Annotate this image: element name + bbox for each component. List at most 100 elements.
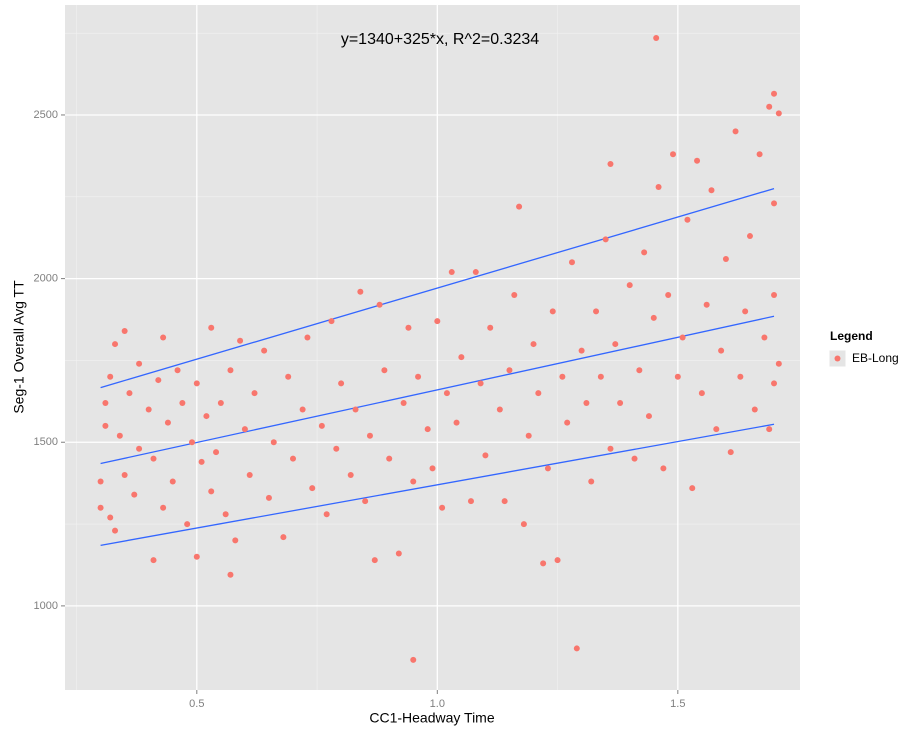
point — [121, 471, 128, 478]
y-tick-label: 1500 — [34, 436, 58, 448]
point — [285, 373, 292, 380]
point — [395, 550, 402, 557]
point — [213, 449, 220, 456]
point — [131, 491, 138, 498]
point — [160, 334, 167, 341]
point — [198, 458, 205, 465]
point — [544, 465, 551, 472]
point — [660, 465, 667, 472]
point — [766, 103, 773, 110]
point — [309, 485, 316, 492]
point — [756, 151, 763, 158]
point — [516, 203, 523, 210]
point — [549, 308, 556, 315]
point — [405, 324, 412, 331]
point — [568, 259, 575, 266]
point — [535, 390, 542, 397]
point — [179, 399, 186, 406]
point — [251, 390, 258, 397]
point — [612, 341, 619, 348]
point — [718, 347, 725, 354]
point — [684, 216, 691, 223]
point — [670, 151, 677, 158]
fit-line — [100, 315, 775, 465]
point — [169, 478, 176, 485]
point — [530, 341, 537, 348]
point — [458, 354, 465, 361]
point — [631, 455, 638, 462]
point — [487, 324, 494, 331]
point — [155, 377, 162, 384]
point — [193, 380, 200, 387]
point — [203, 413, 210, 420]
point — [626, 282, 633, 289]
point — [222, 511, 229, 518]
point — [357, 288, 364, 295]
point — [746, 233, 753, 240]
point — [482, 452, 489, 459]
point — [766, 426, 773, 433]
point — [347, 471, 354, 478]
point — [540, 560, 547, 567]
point — [415, 373, 422, 380]
point — [496, 406, 503, 413]
point — [771, 380, 778, 387]
y-tick-label: 2500 — [34, 109, 58, 121]
point — [381, 367, 388, 374]
point — [617, 399, 624, 406]
x-tick-label: 1.5 — [670, 698, 685, 710]
point — [150, 557, 157, 564]
fit-line — [100, 423, 775, 546]
point — [232, 537, 239, 544]
point — [150, 455, 157, 462]
point — [434, 318, 441, 325]
point — [665, 291, 672, 298]
point — [318, 422, 325, 429]
point — [520, 521, 527, 528]
x-tick-label: 1.0 — [430, 698, 445, 710]
x-axis-label: CC1-Headway Time — [369, 710, 494, 726]
point — [136, 360, 143, 367]
point — [751, 406, 758, 413]
legend-title: Legend — [830, 329, 873, 343]
point — [597, 373, 604, 380]
point — [511, 291, 518, 298]
point — [102, 399, 109, 406]
point — [290, 455, 297, 462]
point — [448, 269, 455, 276]
point — [477, 380, 484, 387]
point — [588, 478, 595, 485]
point — [453, 419, 460, 426]
point — [145, 406, 152, 413]
point — [722, 255, 729, 262]
point — [506, 367, 513, 374]
point — [645, 413, 652, 420]
point — [771, 200, 778, 207]
point — [573, 645, 580, 652]
plot-panel — [65, 5, 800, 690]
point — [386, 455, 393, 462]
point — [694, 157, 701, 164]
point — [352, 406, 359, 413]
point — [698, 390, 705, 397]
point — [636, 367, 643, 374]
point — [193, 553, 200, 560]
point — [703, 301, 710, 308]
point — [164, 419, 171, 426]
legend-marker — [834, 355, 841, 362]
point — [102, 422, 109, 429]
point — [641, 249, 648, 256]
point — [467, 498, 474, 505]
y-tick-label: 1000 — [34, 600, 58, 612]
point — [323, 511, 330, 518]
point — [443, 390, 450, 397]
point — [112, 341, 119, 348]
point — [328, 318, 335, 325]
point — [227, 571, 234, 578]
point — [732, 128, 739, 135]
point — [304, 334, 311, 341]
point — [674, 373, 681, 380]
point — [742, 308, 749, 315]
point — [160, 504, 167, 511]
point — [583, 399, 590, 406]
